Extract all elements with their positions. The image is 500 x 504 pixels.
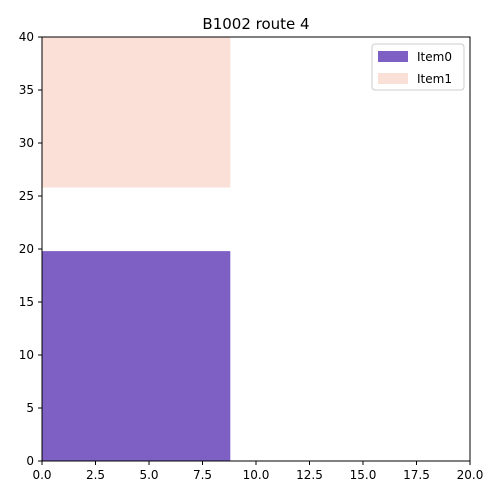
y-tick-label: 40 bbox=[19, 30, 34, 44]
x-tick-label: 20.0 bbox=[457, 468, 484, 482]
x-tick-label: 17.5 bbox=[403, 468, 430, 482]
y-tick-label: 5 bbox=[26, 401, 34, 415]
x-tick-label: 15.0 bbox=[350, 468, 377, 482]
legend-swatch-item0 bbox=[378, 51, 408, 62]
x-tick-label: 5.0 bbox=[139, 468, 158, 482]
legend: Item0 Item1 bbox=[371, 43, 465, 91]
bar-item1 bbox=[42, 37, 231, 188]
y-tick-label: 35 bbox=[19, 83, 34, 97]
x-tick-label: 7.5 bbox=[193, 468, 212, 482]
x-tick-label: 10.0 bbox=[243, 468, 270, 482]
bar-item0 bbox=[42, 251, 231, 461]
y-tick-label: 0 bbox=[26, 454, 34, 468]
x-tick-label: 12.5 bbox=[296, 468, 323, 482]
chart-title: B1002 route 4 bbox=[202, 15, 309, 33]
legend-label-item0: Item0 bbox=[417, 50, 452, 64]
legend-label-item1: Item1 bbox=[417, 72, 452, 86]
y-tick-label: 15 bbox=[19, 295, 34, 309]
bars-layer bbox=[42, 37, 231, 461]
y-tick-label: 20 bbox=[19, 242, 34, 256]
x-tick-label: 0.0 bbox=[32, 468, 51, 482]
x-tick-label: 2.5 bbox=[86, 468, 105, 482]
y-tick-label: 25 bbox=[19, 189, 34, 203]
axes-layer: 0.0 2.5 5.0 7.5 10.0 12.5 15.0 17.5 20.0 0 5 10 15 20… bbox=[19, 30, 484, 482]
y-tick-label: 30 bbox=[19, 136, 34, 150]
legend-swatch-item1 bbox=[378, 73, 408, 84]
y-tick-label: 10 bbox=[19, 348, 34, 362]
